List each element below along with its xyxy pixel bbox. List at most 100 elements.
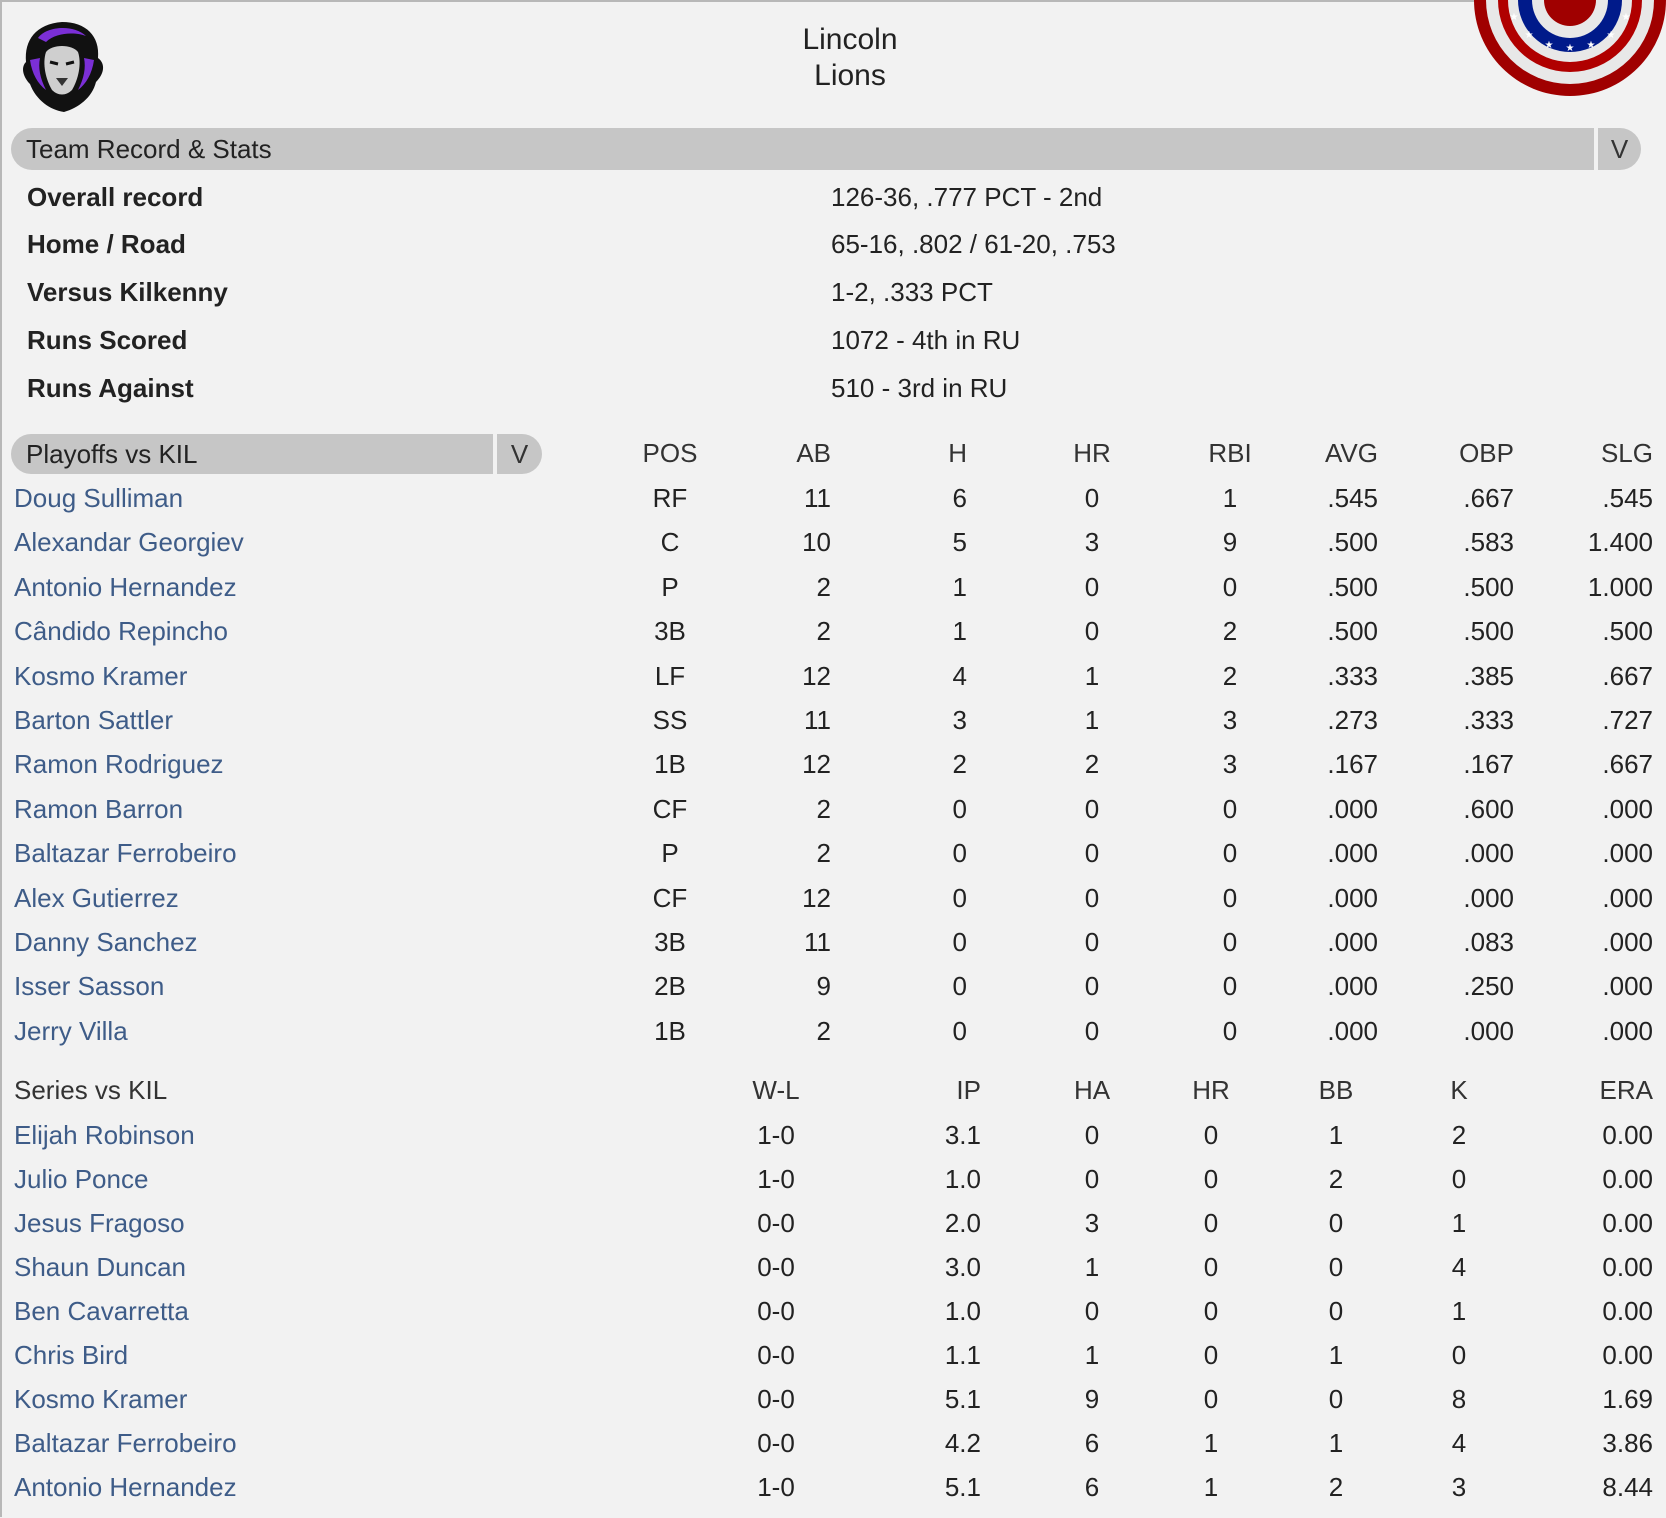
column-header-slg[interactable]: SLG [1600,438,1653,468]
column-header-hr[interactable]: HR [1073,438,1111,468]
svg-text:★: ★ [1607,30,1616,41]
stat-era: 0.00 [1602,1296,1653,1326]
player-link[interactable]: Kosmo Kramer [14,660,188,691]
stat-ha: 6 [1084,1428,1100,1458]
chevron-down-icon[interactable]: V [510,439,529,469]
stat-ab: 9 [816,971,831,1002]
player-link[interactable]: Shaun Duncan [14,1252,187,1282]
team-record-section-header[interactable]: Team Record & Stats V [11,128,1641,170]
stat-hr: 0 [1203,1252,1219,1282]
stat-rbi: 0 [1222,571,1238,602]
stat-avg: .500 [1327,616,1378,647]
svg-text:★: ★ [1510,12,1519,23]
player-link[interactable]: Chris Bird [14,1340,129,1370]
player-link[interactable]: Antonio Hernandez [14,571,237,602]
stat-ab: 2 [816,1015,831,1046]
stat-slg: 1.000 [1587,571,1653,602]
stat-w-l: 1-0 [757,1120,795,1150]
stat-rbi: 0 [1222,882,1238,913]
batter-row: Antonio Hernandez P 2 1 0 0 .500 .500 1.000 [0,567,1666,607]
player-link[interactable]: Baltazar Ferrobeiro [14,838,237,869]
column-header-era[interactable]: ERA [1599,1075,1653,1105]
player-link[interactable]: Baltazar Ferrobeiro [14,1428,237,1458]
stat-w-l: 1-0 [757,1164,795,1194]
player-link[interactable]: Elijah Robinson [14,1120,195,1150]
patriotic-bunting-decoration: ★ ★ ★ ★ ★ ★ ★ [1474,0,1666,96]
column-header-obp[interactable]: OBP [1459,438,1514,468]
chevron-down-icon[interactable]: V [1610,134,1629,164]
player-link[interactable]: Isser Sasson [14,971,165,1002]
stat-era: 0.00 [1602,1208,1653,1238]
record-value: 126-36, .777 PCT - 2nd [831,182,1103,212]
record-label: Runs Scored [27,325,188,355]
batter-row: Kosmo Kramer LF 12 4 1 2.333.385.667 [0,656,1666,696]
stat-rbi: 0 [1222,838,1238,869]
stat-hr: 0 [1084,616,1100,647]
stat-hr: 0 [1084,927,1100,957]
stat-bb: 0 [1328,1208,1344,1238]
column-header-pos[interactable]: POS [642,438,698,468]
player-link[interactable]: Kosmo Kramer [14,1384,188,1414]
team-city: Lincoln [802,23,898,56]
player-link[interactable]: Alexandar Georgiev [14,527,244,558]
record-value: 65-16, .802 / 61-20, .753 [831,229,1116,259]
svg-text:★: ★ [1525,30,1534,41]
column-header-rbi[interactable]: RBI [1208,438,1252,468]
pitcher-row: Ben Cavarretta 0-0 1.0 0 0 0 1 0.00 [0,1291,1666,1331]
batter-row: Isser Sasson 2B 9 0 0 0 .000 .250 .000 [0,966,1666,1006]
pitcher-row: Antonio Hernandez 1-0 5.1 6 1 2 3 8.44 [0,1467,1666,1507]
pitcher-row: Kosmo Kramer 0-0 5.1 9 0 0 8 1.69 [0,1379,1666,1419]
stat-obp: .000 [1463,838,1514,869]
stat-avg: .000 [1327,838,1378,869]
stat-ha: 1 [1084,1252,1100,1282]
column-header-bb[interactable]: BB [1318,1075,1354,1105]
column-header-avg[interactable]: AVG [1325,438,1378,468]
stat-h: 2 [952,749,967,780]
batter-row: Alexandar Georgiev C 10 5 3 9 .500 .583 1.400 [0,522,1666,562]
stat-obp: .385 [1463,660,1514,691]
stat-h: 0 [952,882,967,913]
stat-k: 1 [1451,1208,1467,1238]
stat-hr: 0 [1084,838,1100,869]
column-header-k[interactable]: K [1450,1075,1468,1105]
column-header-ha[interactable]: HA [1073,1075,1111,1105]
stat-hr: 0 [1084,793,1100,824]
stat-avg: .000 [1327,927,1378,957]
column-header-ab[interactable]: AB [796,438,831,468]
split-selector-label: Playoffs vs KIL [26,439,198,469]
player-link[interactable]: Alex Gutierrez [14,882,179,913]
player-link[interactable]: Cândido Repincho [14,616,228,647]
player-link[interactable]: Doug Sulliman [14,483,184,513]
player-link[interactable]: Jerry Villa [14,1015,128,1046]
player-link[interactable]: Barton Sattler [14,705,173,735]
stat-k: 3 [1451,1472,1467,1502]
stat-slg: .000 [1602,793,1653,824]
column-header-ip[interactable]: IP [956,1075,981,1105]
column-header-hr[interactable]: HR [1192,1075,1230,1105]
stat-w-l: 0-0 [757,1252,795,1282]
stat-obp: .500 [1463,616,1514,647]
player-link[interactable]: Ramon Rodriguez [14,749,224,780]
team-name: Lions [814,59,886,92]
stat-k: 1 [1451,1296,1467,1326]
stat-hr: 2 [1084,749,1100,780]
player-link[interactable]: Ben Cavarretta [14,1296,189,1326]
player-link[interactable]: Julio Ponce [14,1164,149,1194]
stat-k: 4 [1451,1252,1467,1282]
stat-avg: .167 [1327,749,1378,780]
stat-era: 0.00 [1602,1340,1653,1370]
player-link[interactable]: Antonio Hernandez [14,1472,237,1502]
stat-rbi: 3 [1222,705,1238,735]
stat-pos: C [660,527,680,558]
stat-ab: 11 [804,483,831,513]
stat-ab: 12 [802,660,831,691]
column-header-h[interactable]: H [948,438,967,468]
record-label: Home / Road [27,229,186,259]
stat-rbi: 0 [1222,927,1238,957]
stat-avg: .333 [1327,660,1378,691]
batting-split-selector[interactable]: Playoffs vs KIL V [11,434,542,474]
player-link[interactable]: Jesus Fragoso [14,1208,185,1238]
player-link[interactable]: Danny Sanchez [14,927,198,957]
player-link[interactable]: Ramon Barron [14,793,184,824]
column-header-w-l[interactable]: W-L [752,1075,800,1105]
